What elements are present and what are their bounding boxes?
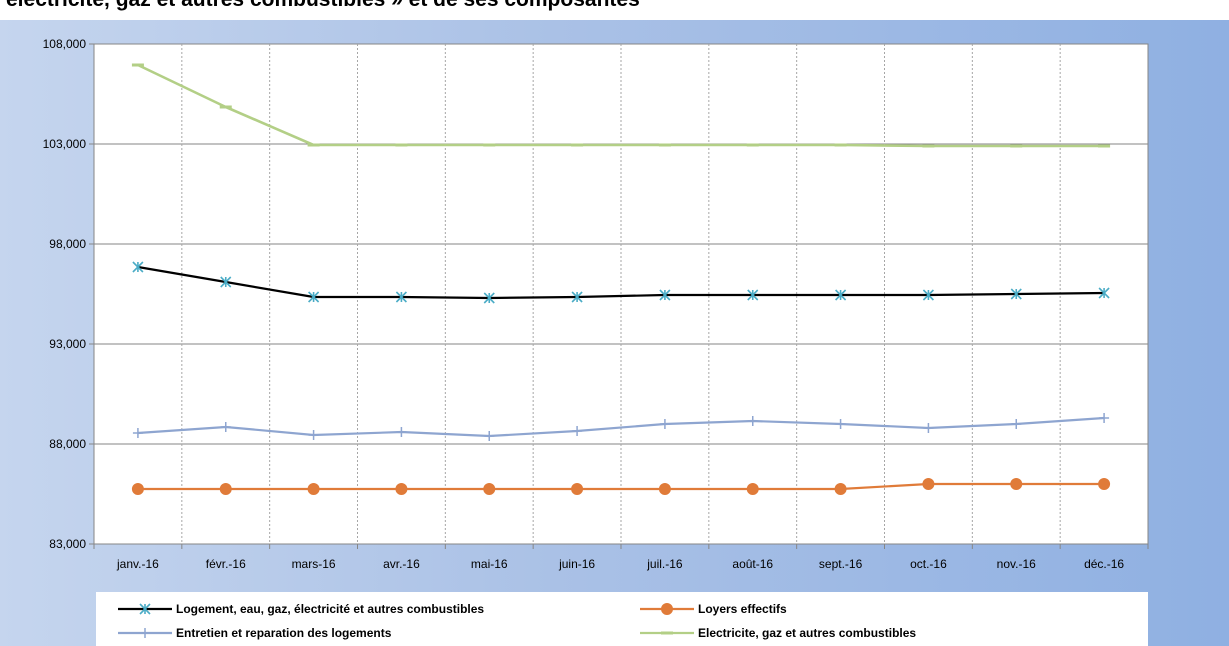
x-tick-label: déc.-16 <box>1084 557 1124 571</box>
data-point <box>483 292 495 304</box>
x-tick-label: oct.-16 <box>910 557 947 571</box>
data-point <box>220 276 232 288</box>
data-point <box>658 483 671 495</box>
data-point <box>1010 478 1023 490</box>
data-point <box>139 603 151 615</box>
legend-label: Loyers effectifs <box>698 602 787 616</box>
series-line <box>137 63 1105 148</box>
legend-label: Logement, eau, gaz, électricité et autre… <box>176 602 484 616</box>
data-point <box>922 478 935 490</box>
x-tick-label: mai-16 <box>471 557 508 571</box>
x-tick-label: août-16 <box>732 557 773 571</box>
data-point <box>1010 288 1022 300</box>
data-point <box>395 291 407 303</box>
y-tick-label: 83,000 <box>49 537 86 551</box>
legend: Logement, eau, gaz, électricité et autre… <box>118 602 916 640</box>
data-point <box>747 416 758 426</box>
legend-label: Entretien et reparation des logements <box>176 626 392 640</box>
data-point <box>219 483 232 495</box>
chart-frame: 83,000 88,000 93,000 98,000 103,000 108,000 ja… <box>0 20 1229 646</box>
series-2 <box>131 478 1111 495</box>
data-point <box>572 426 583 436</box>
x-tick-label: mars-16 <box>292 557 336 571</box>
data-point <box>746 483 759 495</box>
axis-layer: 83,000 88,000 93,000 98,000 103,000 108,000 ja… <box>43 37 1149 571</box>
data-point <box>220 422 231 432</box>
data-point <box>571 291 583 303</box>
title-strip: électricité, gaz et autres combustibles … <box>0 0 1229 20</box>
data-point <box>747 289 759 301</box>
y-tick-label: 88,000 <box>49 437 86 451</box>
y-tick-label: 108,000 <box>43 37 87 51</box>
series-line <box>137 265 1105 300</box>
legend-item: Electricite, gaz et autres combustibles <box>640 626 916 640</box>
x-tick-label: janv.-16 <box>116 557 159 571</box>
data-point <box>1098 478 1111 490</box>
chart-title: électricité, gaz et autres combustibles … <box>6 0 640 12</box>
data-point <box>483 483 496 495</box>
data-point <box>659 419 670 429</box>
data-point <box>1098 287 1110 299</box>
data-point <box>834 483 847 495</box>
y-tick-label: 98,000 <box>49 237 86 251</box>
data-point <box>659 289 671 301</box>
legend-box <box>96 592 1148 646</box>
data-point <box>1011 419 1022 429</box>
series-line <box>137 416 1105 438</box>
legend-item: Logement, eau, gaz, électricité et autre… <box>118 602 484 616</box>
data-point <box>923 423 934 433</box>
data-point <box>571 483 584 495</box>
x-tick-label: sept.-16 <box>819 557 863 571</box>
x-tick-label: févr.-16 <box>206 557 246 571</box>
chart-svg: 83,000 88,000 93,000 98,000 103,000 108,000 ja… <box>43 37 1149 646</box>
data-point <box>140 628 150 638</box>
legend-item: Loyers effectifs <box>640 602 787 616</box>
data-point <box>835 419 846 429</box>
legend-item: Entretien et reparation des logements <box>118 626 392 640</box>
data-point <box>132 428 143 438</box>
data-point <box>308 430 319 440</box>
data-point <box>922 289 934 301</box>
y-tick-label: 93,000 <box>49 337 86 351</box>
x-tick-label: nov.-16 <box>997 557 1036 571</box>
data-point <box>131 483 144 495</box>
data-point <box>307 483 320 495</box>
x-tick-label: juil.-16 <box>646 557 683 571</box>
legend-label: Electricite, gaz et autres combustibles <box>698 626 916 640</box>
x-tick-label: juin-16 <box>558 557 595 571</box>
y-tick-label: 103,000 <box>43 137 87 151</box>
data-point <box>661 603 673 615</box>
data-point <box>132 261 144 273</box>
series-layer <box>131 63 1111 495</box>
series-line <box>137 482 1105 491</box>
series-3 <box>132 413 1110 441</box>
series-4 <box>131 63 1111 148</box>
data-point <box>308 291 320 303</box>
data-point <box>484 431 495 441</box>
data-point <box>396 427 407 437</box>
data-point <box>835 289 847 301</box>
data-point <box>395 483 408 495</box>
x-tick-label: avr.-16 <box>383 557 420 571</box>
series-1 <box>132 261 1110 304</box>
data-point <box>1099 413 1110 423</box>
